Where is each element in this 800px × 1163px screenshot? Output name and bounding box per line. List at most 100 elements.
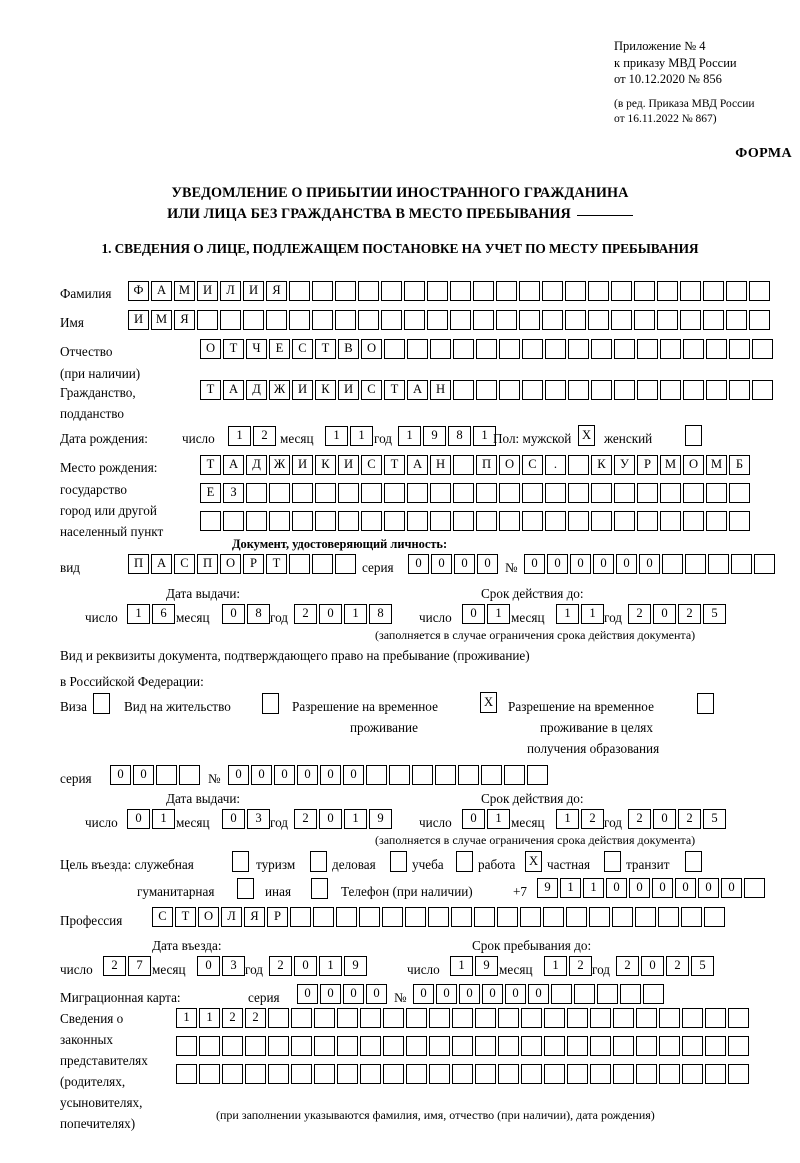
char-box[interactable] — [406, 1036, 427, 1056]
char-box[interactable]: 2 — [269, 956, 292, 976]
char-box[interactable] — [590, 1036, 611, 1056]
char-box[interactable]: П — [128, 554, 149, 574]
char-box[interactable] — [383, 1064, 404, 1084]
char-box[interactable] — [726, 281, 747, 301]
char-box[interactable] — [703, 281, 724, 301]
char-box[interactable]: Т — [384, 380, 405, 400]
char-box[interactable] — [542, 281, 563, 301]
char-box[interactable] — [269, 483, 290, 503]
char-box[interactable] — [497, 907, 518, 927]
char-box[interactable]: И — [292, 455, 313, 475]
char-box[interactable] — [749, 310, 770, 330]
char-box[interactable] — [453, 511, 474, 531]
char-box[interactable] — [499, 511, 520, 531]
char-box[interactable]: 8 — [369, 604, 392, 624]
char-box[interactable] — [453, 380, 474, 400]
char-box[interactable]: 5 — [703, 604, 726, 624]
char-box[interactable] — [404, 310, 425, 330]
char-box[interactable]: Л — [220, 281, 241, 301]
char-box[interactable] — [567, 1008, 588, 1028]
char-box[interactable] — [682, 1008, 703, 1028]
char-box[interactable]: 0 — [675, 878, 696, 898]
char-box[interactable]: К — [591, 455, 612, 475]
char-box[interactable]: З — [223, 483, 244, 503]
char-box[interactable] — [475, 1064, 496, 1084]
char-box[interactable]: А — [223, 380, 244, 400]
char-box[interactable] — [685, 554, 706, 574]
char-box[interactable] — [453, 455, 474, 475]
char-box[interactable] — [542, 310, 563, 330]
char-box[interactable]: 0 — [274, 765, 295, 785]
char-box[interactable] — [521, 1008, 542, 1028]
char-box[interactable] — [708, 554, 729, 574]
char-box[interactable]: 2 — [678, 604, 701, 624]
purpose-business-checkbox[interactable] — [390, 851, 407, 872]
char-box[interactable]: 2 — [245, 1008, 266, 1028]
char-box[interactable]: Т — [384, 455, 405, 475]
char-box[interactable]: Д — [246, 380, 267, 400]
char-box[interactable] — [591, 339, 612, 359]
char-box[interactable] — [522, 511, 543, 531]
char-box[interactable] — [657, 310, 678, 330]
char-box[interactable]: 0 — [127, 809, 150, 829]
char-box[interactable] — [476, 380, 497, 400]
char-box[interactable]: 0 — [641, 956, 664, 976]
char-box[interactable]: У — [614, 455, 635, 475]
char-box[interactable] — [613, 1036, 634, 1056]
char-box[interactable]: 9 — [344, 956, 367, 976]
char-box[interactable] — [335, 554, 356, 574]
char-box[interactable] — [658, 907, 679, 927]
char-box[interactable] — [680, 310, 701, 330]
char-box[interactable]: 1 — [176, 1008, 197, 1028]
purpose-work-checkbox[interactable]: X — [525, 851, 542, 872]
char-box[interactable]: 0 — [653, 809, 676, 829]
char-box[interactable] — [406, 1008, 427, 1028]
char-box[interactable] — [683, 380, 704, 400]
char-box[interactable]: 0 — [319, 604, 342, 624]
char-box[interactable] — [590, 1008, 611, 1028]
char-box[interactable]: 0 — [251, 765, 272, 785]
char-box[interactable]: 0 — [133, 765, 154, 785]
char-box[interactable]: 2 — [666, 956, 689, 976]
char-box[interactable] — [752, 339, 773, 359]
char-box[interactable]: 0 — [320, 765, 341, 785]
char-box[interactable]: . — [545, 455, 566, 475]
char-box[interactable] — [451, 907, 472, 927]
char-box[interactable]: 1 — [319, 956, 342, 976]
char-box[interactable] — [430, 339, 451, 359]
char-box[interactable]: 0 — [297, 984, 318, 1004]
char-box[interactable]: А — [407, 455, 428, 475]
char-box[interactable]: Ч — [246, 339, 267, 359]
char-box[interactable]: Б — [729, 455, 750, 475]
char-box[interactable] — [545, 339, 566, 359]
char-box[interactable] — [680, 281, 701, 301]
sex-male-checkbox[interactable]: X — [578, 425, 595, 446]
char-box[interactable] — [551, 984, 572, 1004]
char-box[interactable]: С — [152, 907, 173, 927]
char-box[interactable] — [749, 281, 770, 301]
char-box[interactable]: 0 — [197, 956, 220, 976]
char-box[interactable]: Е — [200, 483, 221, 503]
char-box[interactable] — [313, 907, 334, 927]
char-box[interactable] — [268, 1008, 289, 1028]
char-box[interactable] — [405, 907, 426, 927]
char-box[interactable] — [499, 483, 520, 503]
char-box[interactable] — [499, 380, 520, 400]
char-box[interactable] — [359, 907, 380, 927]
char-box[interactable]: 2 — [678, 809, 701, 829]
char-box[interactable]: Е — [269, 339, 290, 359]
char-box[interactable]: 2 — [628, 604, 651, 624]
char-box[interactable] — [429, 1064, 450, 1084]
char-box[interactable] — [568, 511, 589, 531]
